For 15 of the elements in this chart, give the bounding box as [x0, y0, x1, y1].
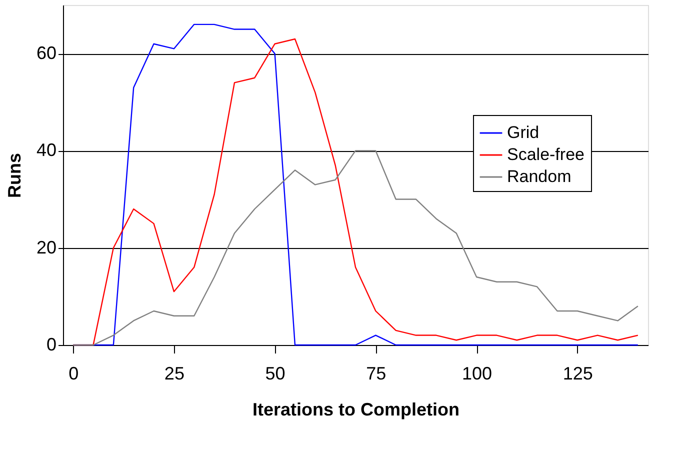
x-tick-label: 50	[265, 364, 286, 384]
y-tick-label: 0	[46, 334, 56, 354]
x-tick-label: 25	[164, 364, 184, 384]
legend-label: Random	[507, 167, 572, 186]
x-tick-label: 125	[562, 364, 593, 384]
x-tick-label: 75	[366, 364, 386, 384]
y-tick-label: 40	[36, 140, 56, 160]
y-tick-label: 60	[36, 43, 56, 64]
y-tick-label: 20	[36, 237, 56, 258]
y-axis-title: Runs	[4, 153, 24, 198]
x-tick-label: 0	[68, 364, 79, 384]
x-axis-title: Iterations to Completion	[252, 400, 460, 420]
legend-label: Scale-free	[507, 145, 584, 164]
legend-label: Grid	[507, 123, 540, 142]
x-tick-label: 100	[462, 364, 492, 384]
